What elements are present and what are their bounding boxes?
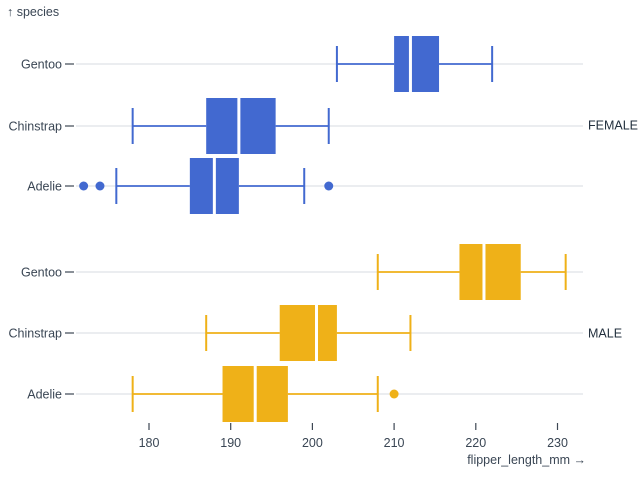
x-tick-label-220: 220 — [465, 436, 486, 450]
y-tick-label-female-adelie: Adelie — [27, 180, 62, 194]
y-axis-title: ↑ species — [7, 5, 59, 19]
x-tick-label-210: 210 — [384, 436, 405, 450]
box-male-gentoo — [459, 244, 521, 300]
y-tick-label-male-gentoo: Gentoo — [21, 266, 62, 280]
box-female-chinstrap — [206, 98, 276, 154]
outlier-female-adelie-1 — [95, 181, 105, 191]
y-tick-label-female-chinstrap: Chinstrap — [9, 120, 63, 134]
x-tick-label-190: 190 — [220, 436, 241, 450]
y-tick-label-male-adelie: Adelie — [27, 388, 62, 402]
y-tick-label-male-chinstrap: Chinstrap — [9, 327, 63, 341]
x-tick-label-180: 180 — [139, 436, 160, 450]
box-female-gentoo — [394, 36, 440, 92]
x-axis-title: flipper_length_mm → — [467, 453, 586, 467]
outlier-female-adelie-0 — [79, 181, 89, 191]
outlier-male-adelie-0 — [389, 389, 399, 399]
outlier-female-adelie-2 — [324, 181, 334, 191]
x-tick-label-200: 200 — [302, 436, 323, 450]
x-tick-label-230: 230 — [547, 436, 568, 450]
box-male-chinstrap — [279, 305, 337, 361]
facet-label-female: FEMALE — [588, 119, 638, 133]
facet-label-male: MALE — [588, 327, 622, 341]
y-tick-label-female-gentoo: Gentoo — [21, 58, 62, 72]
